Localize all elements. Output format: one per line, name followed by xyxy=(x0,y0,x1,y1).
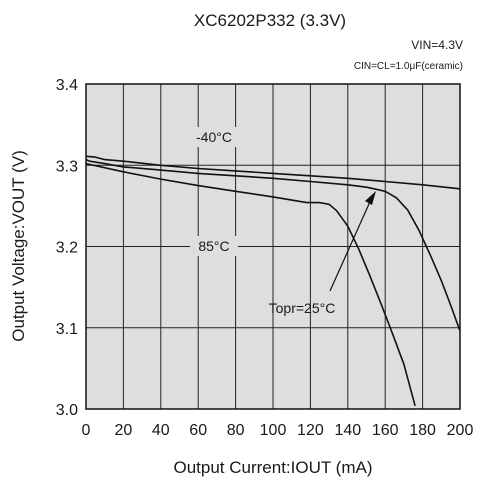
x-tick-label: 180 xyxy=(409,422,436,439)
x-tick-label: 160 xyxy=(372,422,399,439)
x-tick-label: 100 xyxy=(260,422,287,439)
x-tick-label: 200 xyxy=(447,422,474,439)
x-tick-label: 0 xyxy=(82,422,91,439)
x-tick-labels: 0 20 40 60 80 100 120 140 160 180 200 xyxy=(82,422,474,439)
x-tick-label: 120 xyxy=(297,422,324,439)
series-layer xyxy=(85,155,461,407)
x-tick-label: 60 xyxy=(189,422,207,439)
series-label-25: Topr=25°C xyxy=(269,300,336,316)
series-label-minus40: -40°C xyxy=(196,129,232,145)
y-tick-label: 3.4 xyxy=(56,77,78,94)
label-bg-minus40 xyxy=(189,127,241,147)
label-bg-85 xyxy=(190,236,238,256)
y-tick-label: 3.3 xyxy=(56,158,78,175)
condition-vin: VIN=4.3V xyxy=(411,38,463,52)
condition-capacitors: CIN=CL=1.0μF(ceramic) xyxy=(354,61,463,72)
x-tick-label: 140 xyxy=(334,422,361,439)
y-tick-label: 3.0 xyxy=(56,402,78,419)
x-axis-label: Output Current:IOUT (mA) xyxy=(173,458,372,477)
y-tick-label: 3.2 xyxy=(56,240,78,257)
plot-frame xyxy=(85,83,461,410)
annotation-arrow-line xyxy=(329,194,374,292)
y-tick-labels: 3.0 3.1 3.2 3.3 3.4 xyxy=(56,77,78,419)
annotation-arrowhead xyxy=(365,191,376,205)
series-line-85-c xyxy=(85,162,416,407)
series-label-85: 85°C xyxy=(198,238,229,254)
y-tick-label: 3.1 xyxy=(56,321,78,338)
x-tick-label: 40 xyxy=(152,422,170,439)
series-line-topr-25-c xyxy=(85,158,461,332)
series-line-40-c xyxy=(85,155,461,190)
chart-title: XC6202P332 (3.3V) xyxy=(194,11,346,30)
x-tick-label: 20 xyxy=(115,422,133,439)
x-tick-label: 80 xyxy=(227,422,245,439)
y-axis-label: Output Voltage:VOUT (V) xyxy=(9,150,28,342)
